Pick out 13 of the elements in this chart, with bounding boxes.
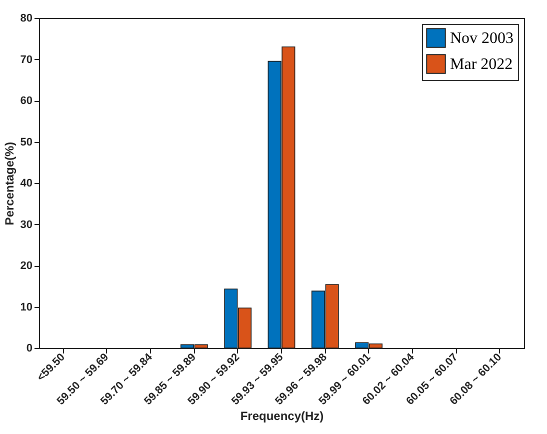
legend-label: Nov 2003 (450, 30, 514, 47)
y-tick-label: 0 (26, 342, 32, 354)
y-tick-label: 80 (20, 12, 32, 24)
legend-label: Mar 2022 (450, 56, 513, 73)
y-tick-label: 10 (20, 301, 32, 314)
x-axis-title: Frequency(Hz) (240, 408, 324, 423)
y-axis-title: Percentage(%) (2, 142, 16, 226)
y-tick-label: 60 (20, 95, 32, 107)
y-tick-label: 40 (20, 178, 32, 190)
y-tick-label: 70 (20, 54, 32, 66)
y-tick-label: 30 (20, 218, 32, 231)
y-tick-label: 20 (20, 260, 32, 272)
y-tick-label: 50 (20, 136, 32, 148)
